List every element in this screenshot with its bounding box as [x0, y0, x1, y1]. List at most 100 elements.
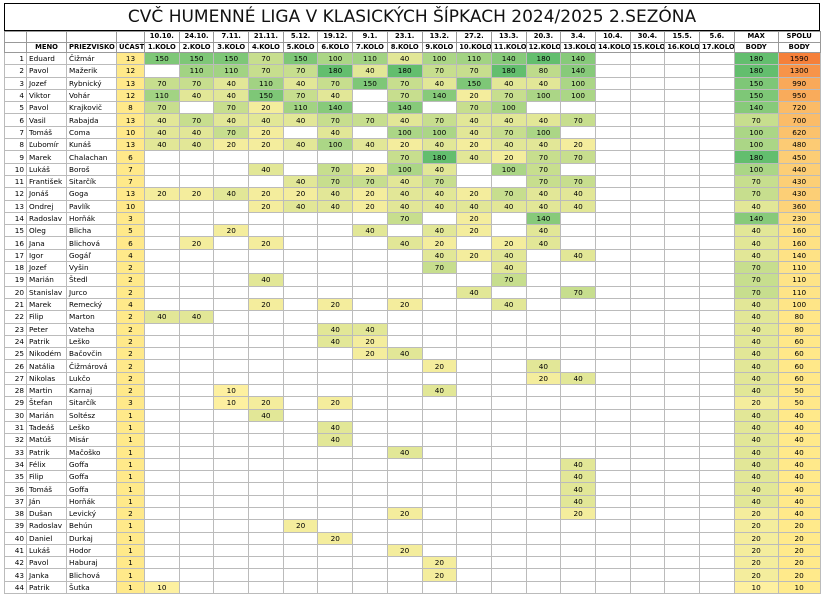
- row-number: 11: [4, 174, 27, 189]
- score-cell: 40: [317, 334, 354, 349]
- player-row: 36 Tomáš Goffa 1 40 40 40: [4, 482, 821, 496]
- standings-table: 10.10. 24.10. 7.11. 21.11. 5.12. 19.12. 9.1. 23…: [4, 31, 821, 595]
- total-points: 990: [777, 76, 821, 90]
- score-cell: 40: [525, 113, 562, 127]
- first-name: Ján: [26, 494, 67, 508]
- row-number: 44: [4, 580, 27, 595]
- participation: 13: [116, 51, 145, 66]
- score-cell: [525, 396, 562, 410]
- score-cell: 110: [213, 64, 250, 78]
- first-name: Natália: [26, 359, 67, 373]
- total-points: 20: [777, 556, 821, 570]
- max-points: 70: [733, 273, 779, 287]
- score-cell: [629, 261, 666, 275]
- score-cell: 70: [386, 150, 423, 164]
- score-cell: [282, 543, 319, 558]
- score-cell: [213, 543, 250, 558]
- score-cell: 40: [352, 322, 388, 336]
- player-row: 22 Filip Marton 2 40 40 40 80: [4, 310, 821, 324]
- header-cell: [4, 31, 27, 43]
- score-cell: [594, 273, 631, 287]
- participation: 13: [116, 138, 145, 152]
- score-cell: 40: [386, 347, 423, 361]
- score-cell: 70: [421, 64, 458, 78]
- score-cell: [178, 211, 215, 226]
- header-cell: MAX: [733, 31, 779, 43]
- player-row: 41 Lukáš Hodor 1 20 20 20: [4, 543, 821, 558]
- score-cell: [629, 310, 666, 324]
- score-cell: 20: [352, 334, 388, 349]
- score-cell: 40: [421, 199, 458, 213]
- score-cell: [629, 519, 666, 533]
- score-cell: [664, 211, 700, 226]
- max-points: 40: [733, 371, 779, 386]
- score-cell: 100: [421, 125, 458, 140]
- max-points: 180: [733, 51, 779, 66]
- score-cell: 20: [248, 199, 284, 213]
- score-cell: 40: [560, 470, 596, 484]
- score-cell: [699, 506, 735, 521]
- first-name: Stanislav: [26, 285, 67, 299]
- score-cell: [594, 457, 631, 472]
- score-cell: [629, 211, 666, 226]
- total-points: 140: [777, 248, 821, 263]
- score-cell: [421, 297, 458, 312]
- score-cell: [490, 556, 527, 570]
- score-cell: [282, 125, 319, 140]
- score-cell: [144, 482, 180, 496]
- score-cell: [664, 445, 700, 459]
- score-cell: [213, 297, 250, 312]
- participation: 5: [116, 224, 145, 238]
- score-cell: 10: [213, 396, 250, 410]
- score-cell: [456, 420, 492, 435]
- score-cell: [629, 138, 666, 152]
- score-cell: [282, 224, 319, 238]
- score-cell: [386, 531, 423, 545]
- first-name: Marián: [26, 408, 67, 422]
- score-cell: 40: [421, 138, 458, 152]
- score-cell: [248, 506, 284, 521]
- score-cell: 40: [282, 113, 319, 127]
- score-cell: [317, 506, 354, 521]
- row-number: 18: [4, 261, 27, 275]
- score-cell: [386, 384, 423, 398]
- row-number: 13: [4, 199, 27, 213]
- score-cell: 70: [421, 261, 458, 275]
- score-cell: [352, 445, 388, 459]
- score-cell: [525, 384, 562, 398]
- score-cell: 150: [248, 88, 284, 103]
- score-cell: [248, 334, 284, 349]
- score-cell: [282, 273, 319, 287]
- score-cell: [421, 101, 458, 115]
- score-cell: 20: [248, 101, 284, 115]
- score-cell: 100: [317, 138, 354, 152]
- score-cell: 180: [490, 64, 527, 78]
- round-date: 10.4.: [594, 31, 631, 43]
- score-cell: [490, 580, 527, 595]
- score-cell: [664, 347, 700, 361]
- score-cell: 40: [490, 76, 527, 90]
- header-cell: SPOLU: [777, 31, 821, 43]
- score-cell: 40: [317, 199, 354, 213]
- score-cell: [282, 150, 319, 164]
- total-points: 60: [777, 359, 821, 373]
- score-cell: [594, 101, 631, 115]
- score-cell: 40: [421, 248, 458, 263]
- score-cell: [456, 482, 492, 496]
- score-cell: [213, 580, 250, 595]
- score-cell: 70: [282, 88, 319, 103]
- score-cell: [490, 408, 527, 422]
- score-cell: 70: [525, 174, 562, 189]
- round-date: 30.4.: [629, 31, 666, 43]
- score-cell: [525, 543, 562, 558]
- player-row: 17 Igor Gogáľ 4 40 20 40 40 40 140: [4, 248, 821, 263]
- score-cell: 40: [525, 138, 562, 152]
- first-name: Nikolas: [26, 371, 67, 386]
- score-cell: [386, 420, 423, 435]
- score-cell: [144, 248, 180, 263]
- score-cell: 20: [178, 236, 215, 250]
- score-cell: [144, 347, 180, 361]
- score-cell: [248, 174, 284, 189]
- score-cell: [178, 457, 215, 472]
- score-cell: [699, 408, 735, 422]
